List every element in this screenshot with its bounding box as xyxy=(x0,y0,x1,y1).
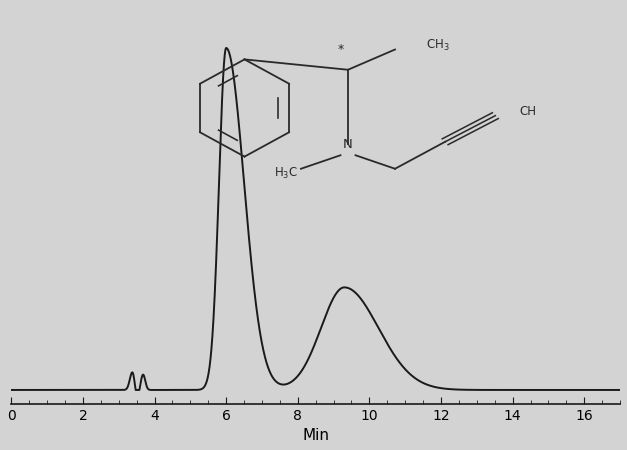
X-axis label: Min: Min xyxy=(302,428,329,443)
Text: CH$_3$: CH$_3$ xyxy=(426,38,450,54)
Text: H$_3$C: H$_3$C xyxy=(274,166,298,181)
Text: N: N xyxy=(343,138,353,150)
Text: CH: CH xyxy=(519,105,536,117)
Text: *: * xyxy=(337,43,344,56)
